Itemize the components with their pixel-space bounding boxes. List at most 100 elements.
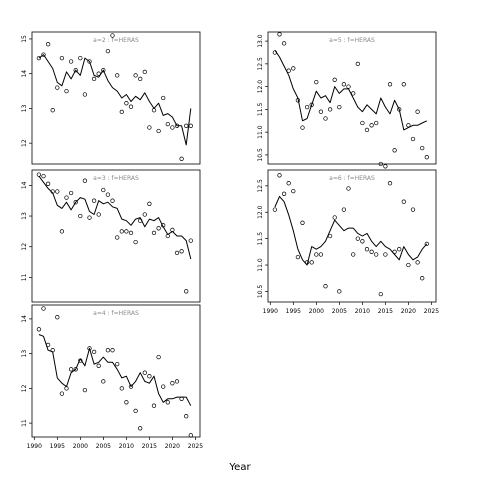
plot-frame <box>31 169 201 303</box>
observation-point <box>73 367 78 372</box>
observation-point <box>115 235 120 240</box>
panels: a=2 : f=HERAS 12 13 14 15 a=3 : f=HERAS 11 12 13… <box>21 31 439 450</box>
observation-point <box>337 289 342 294</box>
panel-title: a=4 : f=HERAS <box>93 310 139 317</box>
y-tick-label: 13 <box>21 212 28 220</box>
observation-point <box>318 109 324 114</box>
observation-point <box>91 198 97 203</box>
y-tick-label: 12 <box>21 243 28 251</box>
x-tick-label: 1995 <box>50 443 65 450</box>
observation-point <box>341 82 347 87</box>
observation-point <box>309 102 314 107</box>
observation-point <box>318 252 324 257</box>
observation-point <box>184 289 189 294</box>
observation-point <box>50 348 55 353</box>
y-tick-label: 11.0 <box>257 125 264 139</box>
observation-point <box>323 284 328 289</box>
observation-point <box>369 123 374 128</box>
observation-point <box>156 128 161 134</box>
observation-point <box>36 327 42 332</box>
panel-1: a=2 : f=HERAS 12 13 14 15 <box>21 31 201 165</box>
observation-point <box>272 50 278 55</box>
observation-point <box>87 346 92 351</box>
observation-point <box>138 218 143 223</box>
observation-point <box>59 55 65 61</box>
observation-point <box>406 262 411 268</box>
observation-point <box>78 213 83 219</box>
observation-point <box>124 400 129 405</box>
observation-point <box>115 361 120 367</box>
observation-point <box>364 247 370 252</box>
observation-point <box>78 358 83 363</box>
x-tick-label: 2000 <box>309 308 324 315</box>
plot-frame <box>31 31 201 165</box>
observation-point <box>41 52 46 57</box>
observation-point <box>78 55 83 61</box>
observation-point <box>64 386 69 391</box>
observation-point <box>341 207 347 212</box>
fitted-line <box>38 334 192 406</box>
observation-point <box>133 408 138 414</box>
observation-point <box>64 195 69 200</box>
observation-point <box>374 120 379 126</box>
observation-point <box>55 315 60 320</box>
observation-point <box>272 207 278 212</box>
observation-point <box>309 260 314 265</box>
observation-point <box>68 59 74 64</box>
observation-point <box>406 123 411 128</box>
observation-point <box>410 136 416 142</box>
y-tick-label: 11 <box>21 419 28 427</box>
fitted-line <box>274 195 428 266</box>
observation-point <box>161 95 166 101</box>
observation-point <box>424 241 429 247</box>
observation-point <box>184 123 189 128</box>
y-tick-label: 12.5 <box>257 57 264 71</box>
observation-point <box>383 164 388 169</box>
x-tick-label: 2015 <box>142 443 157 450</box>
observation-point <box>387 181 393 186</box>
observation-point <box>50 108 55 113</box>
observation-point <box>392 148 397 153</box>
observation-point <box>105 192 111 197</box>
x-tick-label: 2010 <box>119 443 134 450</box>
observation-point <box>82 178 88 183</box>
observation-point <box>105 348 111 353</box>
panel-5: a=6 : f=HERAS 10.5 11.0 11.5 12.0 12.5 1990 199… <box>257 169 439 315</box>
observation-point <box>91 76 97 82</box>
observation-point <box>73 200 78 205</box>
panel-3: a=4 : f=HERAS 11 12 13 14 1990 1995 2000 2005 201… <box>21 304 203 450</box>
observation-point <box>360 120 365 126</box>
observation-point <box>295 98 301 103</box>
observation-point <box>179 249 184 254</box>
observation-point <box>128 104 134 109</box>
observation-point <box>174 123 180 128</box>
observation-point <box>50 189 55 194</box>
observation-point <box>410 207 416 212</box>
observation-point <box>91 349 97 355</box>
observation-point <box>364 127 370 133</box>
fitted-line <box>38 175 192 260</box>
panel-2: a=3 : f=HERAS 11 12 13 14 <box>21 169 201 303</box>
observation-point <box>59 391 65 396</box>
observation-point <box>87 59 92 64</box>
observation-point <box>115 73 120 78</box>
observation-point <box>138 76 143 82</box>
y-tick-label: 15 <box>21 35 28 43</box>
y-tick-label: 13 <box>21 350 28 358</box>
observation-point <box>286 68 291 73</box>
observation-point <box>188 238 193 243</box>
observation-point <box>327 107 333 112</box>
y-tick-label: 14 <box>21 315 28 323</box>
observation-point <box>101 187 106 193</box>
observation-point <box>165 400 170 405</box>
observation-point <box>304 260 310 265</box>
observation-point <box>327 233 333 239</box>
observation-point <box>87 215 92 220</box>
observation-point <box>179 396 184 401</box>
observation-point <box>82 92 88 97</box>
observation-point <box>392 249 397 254</box>
observation-point <box>174 379 180 384</box>
observation-point <box>41 306 46 311</box>
observation-point <box>277 32 282 37</box>
x-tick-label: 2000 <box>73 443 88 450</box>
